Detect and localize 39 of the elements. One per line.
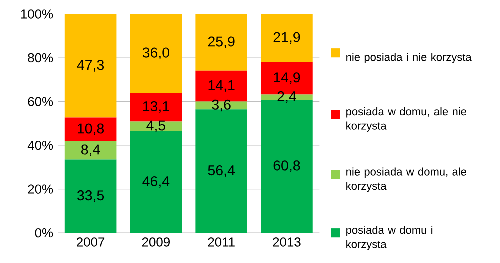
data-label: 10,8 bbox=[78, 124, 104, 136]
bar bbox=[196, 14, 248, 71]
data-label: 3,6 bbox=[212, 100, 231, 112]
data-label: 56,4 bbox=[208, 165, 236, 178]
x-tick-label: 2013 bbox=[273, 238, 301, 247]
y-tick-label: 80% bbox=[28, 53, 54, 62]
bar bbox=[130, 92, 182, 122]
data-label: 4,5 bbox=[146, 120, 166, 132]
data-label: 14,9 bbox=[274, 72, 300, 84]
data-label: 14,1 bbox=[208, 80, 235, 92]
legend-label: posiada w domu i korzysta bbox=[346, 226, 433, 250]
y-tick-label: 60% bbox=[28, 97, 54, 106]
x-tick-label: 2011 bbox=[208, 238, 235, 247]
bar bbox=[64, 118, 117, 142]
data-label: 33,5 bbox=[77, 190, 104, 202]
bar bbox=[64, 141, 117, 160]
data-label: 8,4 bbox=[82, 144, 100, 156]
bar bbox=[64, 160, 117, 233]
data-label: 60,8 bbox=[274, 160, 300, 172]
y-tick-label: 40% bbox=[28, 140, 54, 150]
y-tick-label: 20% bbox=[28, 184, 54, 194]
data-label: 13,1 bbox=[143, 101, 170, 114]
data-label: 36,0 bbox=[142, 48, 170, 60]
bar bbox=[261, 14, 313, 62]
legend-label: posiada w domu, ale nie korzysta bbox=[346, 107, 466, 132]
x-tick-label: 2007 bbox=[77, 238, 105, 247]
bar bbox=[130, 122, 182, 132]
y-tick-label: 0% bbox=[35, 228, 54, 238]
bar bbox=[64, 14, 117, 118]
data-label: 21,9 bbox=[274, 32, 300, 44]
legend-label: nie posiada w domu, ale korzysta bbox=[346, 168, 466, 192]
data-label: 25,9 bbox=[208, 36, 235, 48]
legend-label: nie posiada i nie korzysta bbox=[346, 53, 472, 64]
y-tick-label: 100% bbox=[21, 10, 54, 19]
x-tick-label: 2009 bbox=[142, 238, 170, 247]
bar bbox=[130, 131, 182, 233]
bar bbox=[130, 14, 182, 93]
data-label: 47,3 bbox=[77, 60, 104, 72]
data-label: 46,4 bbox=[142, 176, 170, 188]
